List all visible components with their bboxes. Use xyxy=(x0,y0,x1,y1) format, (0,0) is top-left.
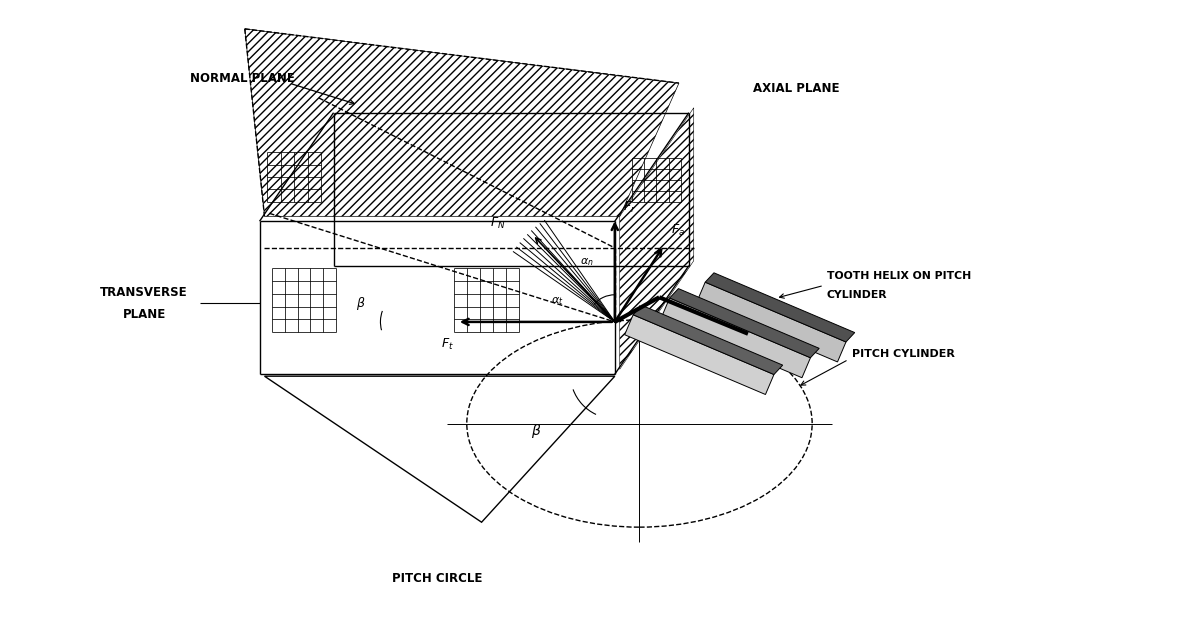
Polygon shape xyxy=(697,282,846,362)
Text: CYLINDER: CYLINDER xyxy=(827,290,888,301)
Polygon shape xyxy=(670,289,820,358)
Text: $\alpha_n$: $\alpha_n$ xyxy=(581,256,594,268)
Text: $\alpha_t$: $\alpha_t$ xyxy=(551,295,564,307)
Text: AXIAL PLANE: AXIAL PLANE xyxy=(752,81,840,94)
Text: $\beta$: $\beta$ xyxy=(355,295,365,312)
Text: $F_r$: $F_r$ xyxy=(623,200,636,215)
Text: TRANSVERSE: TRANSVERSE xyxy=(101,286,188,299)
Polygon shape xyxy=(625,315,774,394)
Polygon shape xyxy=(634,306,782,374)
Text: $F_t$: $F_t$ xyxy=(440,336,454,352)
Polygon shape xyxy=(706,273,854,342)
Text: $\beta$: $\beta$ xyxy=(530,423,541,440)
Text: PITCH CYLINDER: PITCH CYLINDER xyxy=(852,350,954,360)
Text: PLANE: PLANE xyxy=(122,309,166,321)
Polygon shape xyxy=(661,298,810,378)
Text: NORMAL PLANE: NORMAL PLANE xyxy=(191,72,295,84)
Text: TOOTH HELIX ON PITCH: TOOTH HELIX ON PITCH xyxy=(827,270,971,280)
Text: $F_N$: $F_N$ xyxy=(491,215,506,231)
Text: $F_a$: $F_a$ xyxy=(671,223,685,238)
Text: PITCH CIRCLE: PITCH CIRCLE xyxy=(392,572,482,585)
